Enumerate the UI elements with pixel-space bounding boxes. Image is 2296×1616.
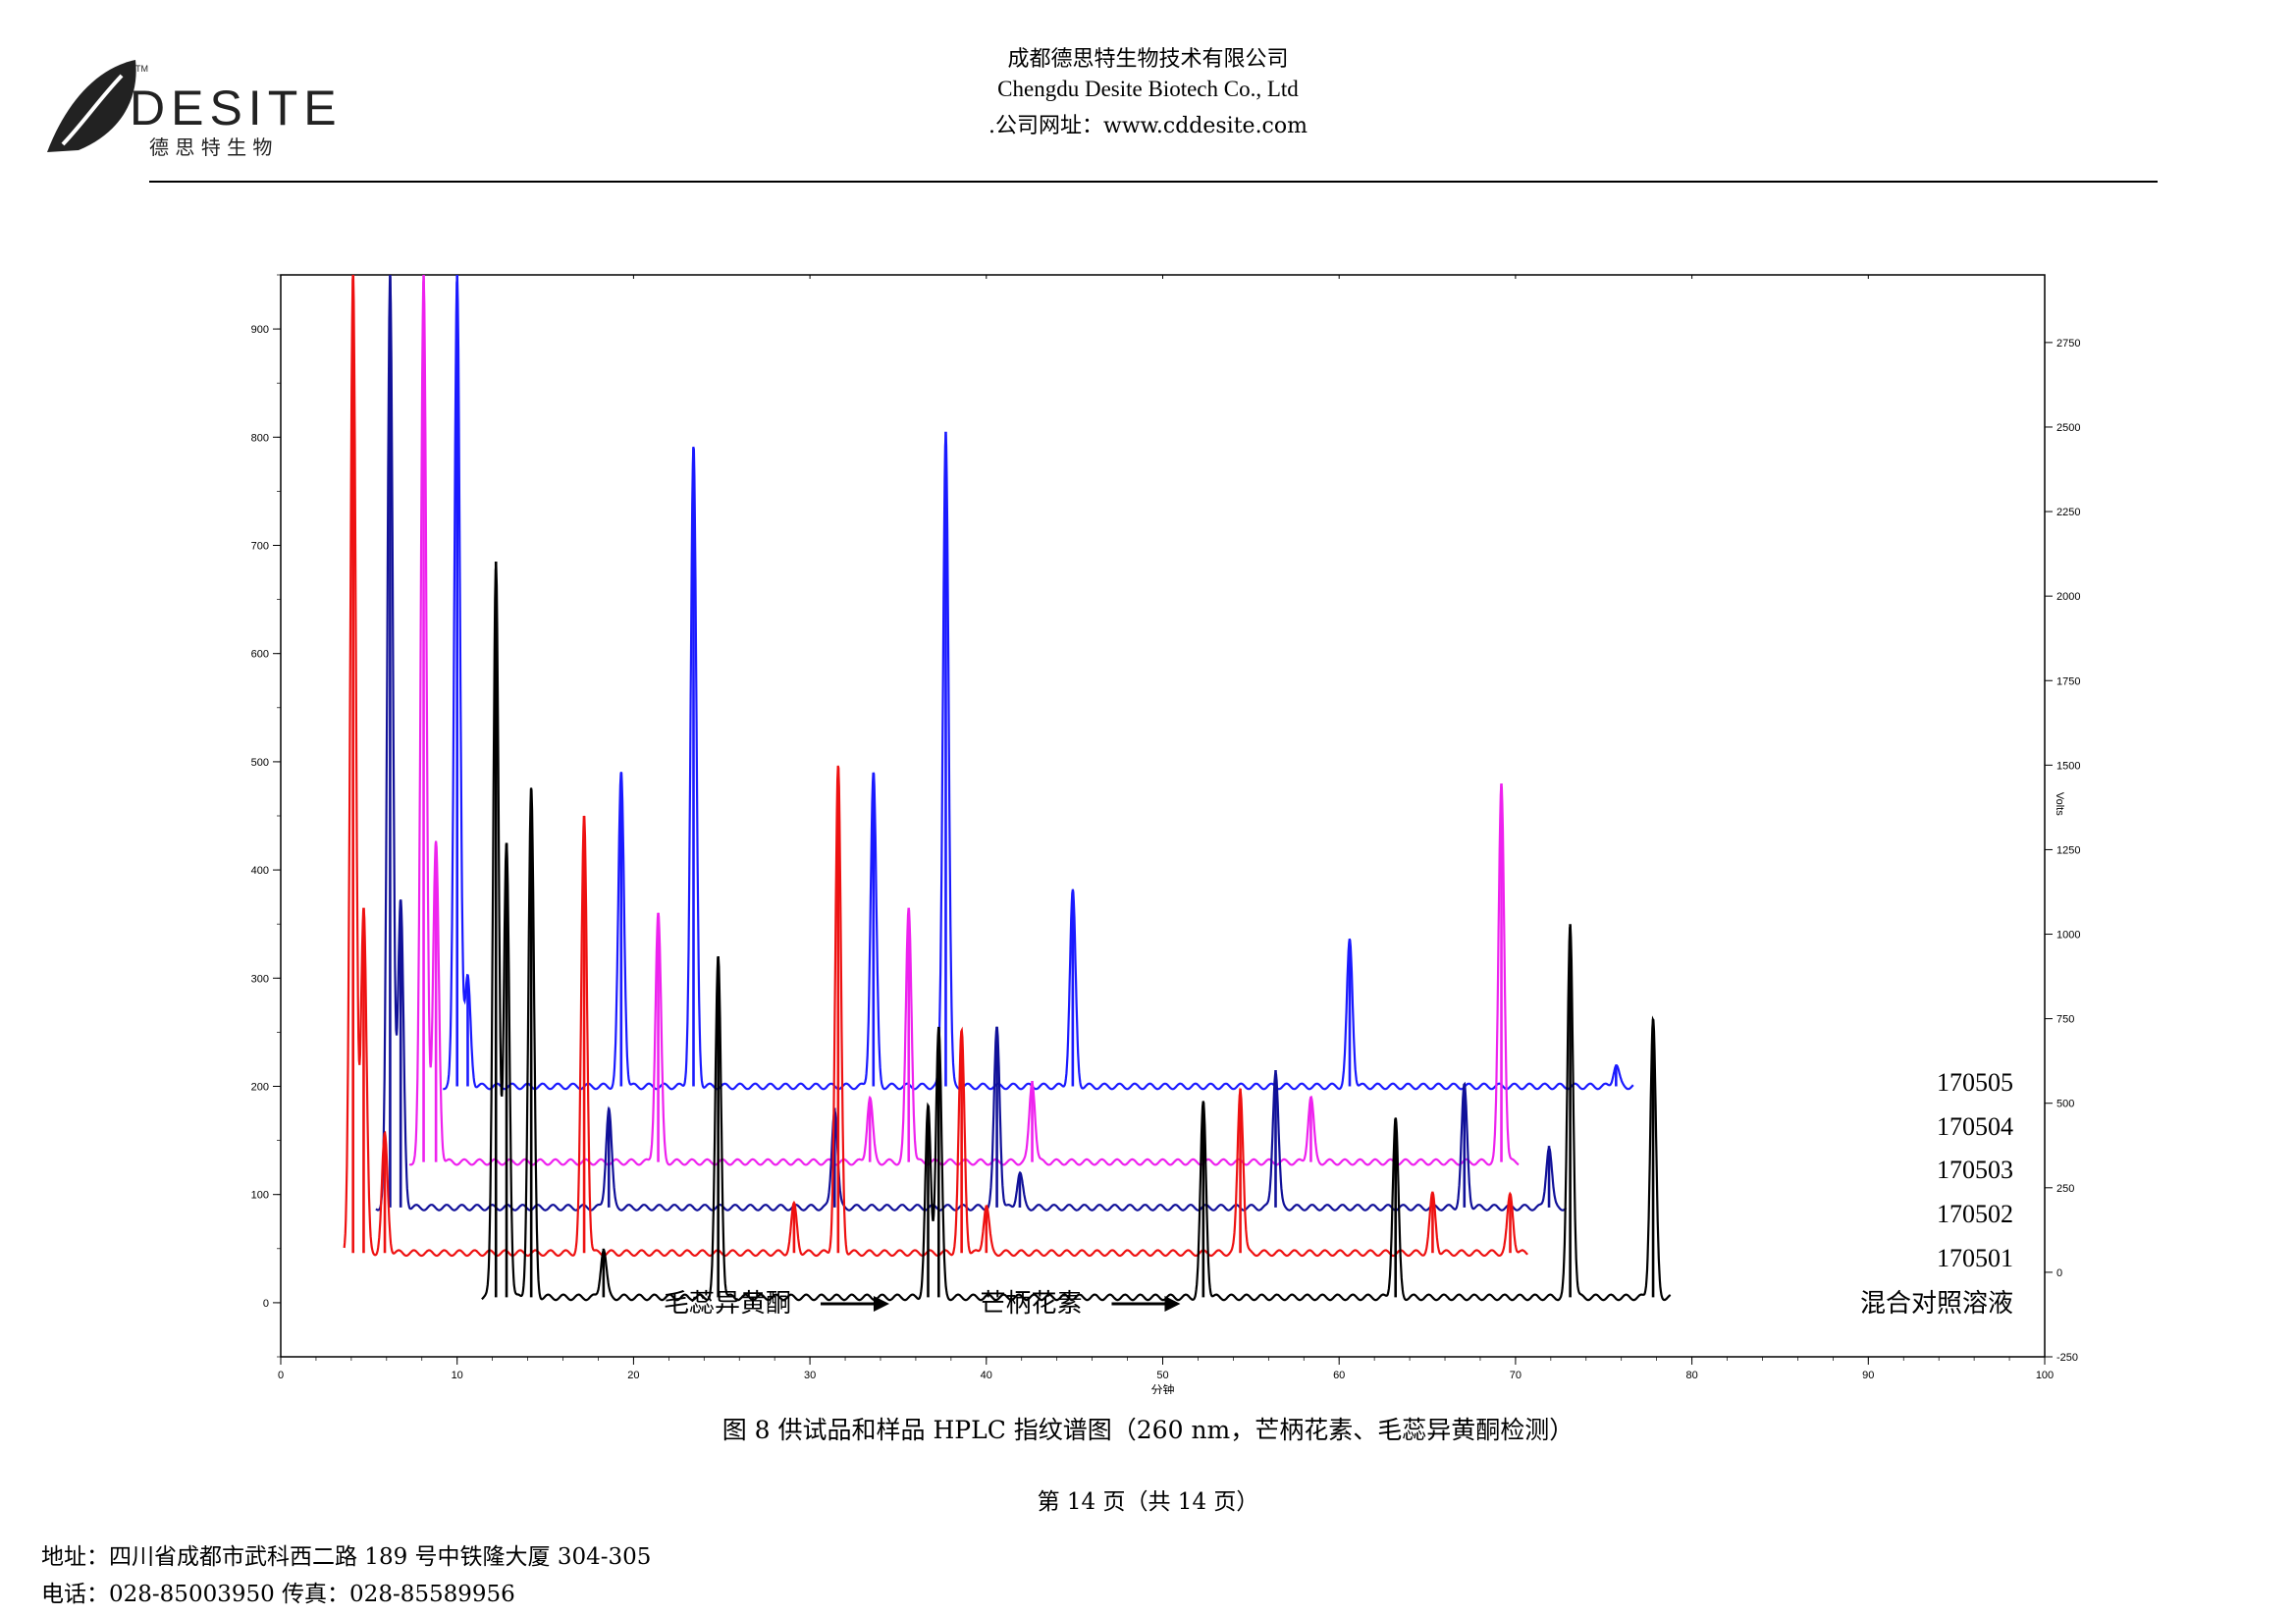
company-logo: TM DESITE 德 思 特 生 物 xyxy=(47,60,343,159)
logo-tm: TM xyxy=(135,64,148,74)
header-rule xyxy=(149,181,2158,183)
series-trace-170505 xyxy=(443,278,1634,1091)
y-right-tick-label: -250 xyxy=(2056,1352,2078,1364)
x-tick-label: 100 xyxy=(2036,1370,2054,1381)
x-tick-label: 20 xyxy=(627,1370,639,1381)
series-label: 170502 xyxy=(1937,1200,2013,1228)
series-trace-170502 xyxy=(343,274,1528,1258)
footer-address: 地址：四川省成都市武科西二路 189 号中铁隆大厦 304-305 xyxy=(41,1544,652,1570)
x-tick-label: 40 xyxy=(981,1370,992,1381)
y-left-tick-label: 200 xyxy=(251,1082,269,1094)
y-left-tick-label: 0 xyxy=(263,1298,269,1310)
series-trace-170501 xyxy=(481,565,1672,1302)
y-left-tick-label: 800 xyxy=(251,432,269,444)
series-trace-170503 xyxy=(375,276,1568,1212)
y-left-tick-label: 400 xyxy=(251,865,269,877)
x-tick-label: 0 xyxy=(278,1370,284,1381)
x-tick-label: 80 xyxy=(1685,1370,1697,1381)
x-tick-label: 90 xyxy=(1862,1370,1874,1381)
y-right-tick-label: 2500 xyxy=(2056,422,2080,434)
x-tick-label: 70 xyxy=(1510,1370,1522,1381)
logo-text: DESITE xyxy=(130,81,343,135)
logo-cn: 德 思 特 生 物 xyxy=(149,135,272,159)
series-trace-170504 xyxy=(408,277,1520,1166)
footer-phone: 电话：028-85003950 传真：028-85589956 xyxy=(41,1582,515,1607)
company-name-en: Chengdu Desite Biotech Co., Ltd xyxy=(997,77,1299,101)
hplc-chart: 0 10 20 30 40 50 60 70 80 90 100 分钟 0 100 200 300 400 500… xyxy=(251,274,2080,1394)
leaf-vein xyxy=(61,74,124,146)
y-right-tick-label: 500 xyxy=(2056,1099,2074,1110)
x-tick-label: 60 xyxy=(1333,1370,1345,1381)
company-name-cn: 成都德思特生物技术有限公司 xyxy=(1007,47,1289,72)
y-right-tick-label: 0 xyxy=(2056,1267,2062,1279)
company-website: .公司网址：www.cddesite.com xyxy=(988,114,1308,138)
series-label: 170505 xyxy=(1937,1068,2013,1097)
plot-frame xyxy=(280,274,2046,1358)
y-right-axis-label: Volts xyxy=(2054,792,2065,816)
page-number: 第 14 页（共 14 页） xyxy=(1037,1489,1259,1515)
annotation-arrow-head xyxy=(1164,1296,1181,1312)
y-right-tick-label: 1250 xyxy=(2056,844,2080,856)
annotation-arrow-head xyxy=(873,1296,889,1312)
figure-caption: 图 8 供试品和样品 HPLC 指纹谱图（260 nm，芒柄花素、毛蕊异黄酮检测… xyxy=(721,1416,1575,1444)
y-right-tick-label: 2750 xyxy=(2056,338,2080,350)
y-right-tick-label: 1750 xyxy=(2056,675,2080,687)
y-right-tick-label: 1000 xyxy=(2056,930,2080,942)
y-right-tick-label: 750 xyxy=(2056,1014,2074,1026)
y-left-tick-label: 700 xyxy=(251,541,269,553)
annotation-label: 毛蕊异黄酮 xyxy=(664,1289,791,1319)
y-left-tick-label: 100 xyxy=(251,1190,269,1202)
x-axis-label: 分钟 xyxy=(1150,1382,1174,1394)
y-left-tick-label: 300 xyxy=(251,973,269,985)
series-label: 170504 xyxy=(1937,1112,2013,1141)
y-left-tick-label: 600 xyxy=(251,649,269,661)
y-left-tick-label: 500 xyxy=(251,757,269,769)
x-tick-label: 10 xyxy=(452,1370,463,1381)
y-right-tick-label: 2250 xyxy=(2056,507,2080,518)
y-left-tick-label: 900 xyxy=(251,324,269,336)
x-tick-label: 50 xyxy=(1156,1370,1168,1381)
y-right-tick-label: 250 xyxy=(2056,1183,2074,1195)
series-label: 混合对照溶液 xyxy=(1860,1289,2013,1319)
y-right-tick-label: 2000 xyxy=(2056,591,2080,603)
series-label: 170503 xyxy=(1937,1156,2013,1184)
x-tick-label: 30 xyxy=(804,1370,816,1381)
annotation-label: 芒柄花素 xyxy=(980,1289,1082,1319)
y-right-tick-label: 1500 xyxy=(2056,760,2080,772)
series-label: 170501 xyxy=(1937,1244,2013,1272)
